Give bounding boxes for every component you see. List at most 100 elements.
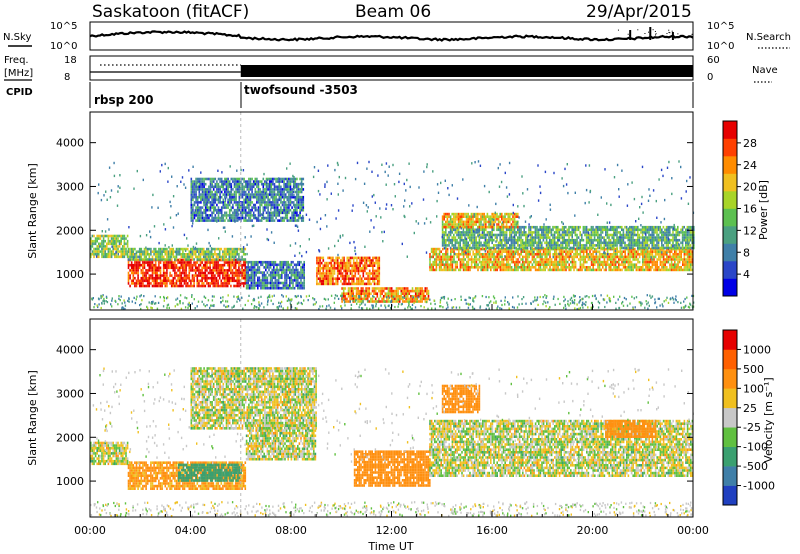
power-cell [265, 284, 267, 287]
power-cell [287, 273, 289, 277]
power-cell [265, 279, 267, 282]
power-cell [621, 268, 623, 272]
power-cell [488, 223, 490, 226]
power-cell [600, 268, 602, 272]
power-cell [443, 241, 445, 245]
power-cell [233, 276, 235, 280]
power-cell [552, 263, 554, 266]
power-cell [132, 258, 135, 261]
power-cell [691, 260, 694, 264]
power-cell [501, 228, 503, 232]
power-cell [489, 218, 492, 221]
power-cell [196, 177, 199, 181]
power-cell [367, 280, 369, 283]
power-cell [202, 266, 205, 270]
power-cell [127, 250, 130, 253]
power-cell [582, 266, 585, 269]
power-cell [252, 260, 254, 264]
power-cell [634, 255, 636, 259]
power-cell [502, 236, 505, 239]
power-cell [271, 279, 273, 282]
power-cell [464, 244, 466, 247]
power-cell [212, 263, 215, 267]
power-cell [154, 279, 157, 283]
power-cell [358, 300, 361, 303]
power-cell [320, 256, 323, 260]
power-cell [316, 272, 318, 275]
power-cell [387, 295, 390, 298]
power-cell [104, 252, 106, 256]
power-cell [355, 289, 358, 293]
power-cell [467, 255, 470, 259]
power-cell [499, 228, 501, 232]
power-cell [279, 263, 281, 267]
power-cell [90, 237, 92, 240]
power-cell [691, 255, 694, 259]
power-cell [456, 212, 458, 216]
power-cell [443, 223, 445, 226]
power-cell [600, 228, 602, 232]
noise-search-point [677, 33, 679, 35]
power-cell [230, 253, 232, 256]
power-cell [570, 260, 572, 264]
power-cell [666, 253, 668, 256]
power-cell [284, 286, 286, 290]
power-cell [643, 238, 645, 242]
power-cell [252, 286, 254, 290]
power-cell [448, 233, 450, 237]
power-cell [274, 263, 277, 267]
power-cell [244, 282, 247, 285]
power-cell [269, 284, 272, 287]
power-cell [134, 247, 136, 251]
power-cell [233, 258, 235, 261]
power-cell [279, 281, 281, 285]
power-cell [618, 263, 620, 266]
power-cell [605, 225, 607, 229]
power-cell [677, 266, 679, 269]
power-cell [690, 258, 692, 261]
power-cell [659, 228, 661, 232]
power-cell [485, 241, 487, 245]
power-cell [563, 238, 565, 242]
power-cell [531, 263, 534, 266]
power-cell [686, 266, 689, 269]
power-cell [186, 263, 189, 267]
power-cell [643, 228, 645, 232]
power-cell [571, 228, 573, 232]
power-cell [462, 212, 465, 216]
power-cell [506, 253, 508, 256]
power-cell [207, 271, 210, 275]
power-cell [375, 259, 377, 262]
power-cell [606, 263, 609, 266]
power-cell [349, 269, 352, 273]
power-cell [341, 300, 343, 303]
power-cell [646, 244, 649, 247]
power-cell [138, 266, 141, 270]
power-cell [164, 261, 167, 264]
power-cell [648, 253, 650, 256]
power-cell [480, 228, 482, 232]
power-cell [372, 261, 374, 265]
power-cell [518, 255, 521, 259]
power-cell [501, 231, 503, 234]
power-cell [330, 269, 333, 273]
power-cell [566, 246, 569, 250]
power-cell [231, 271, 234, 275]
power-cell [281, 271, 283, 274]
power-cell [166, 284, 168, 288]
power-cell [584, 246, 586, 250]
power-cell [662, 233, 665, 237]
power-cell [196, 185, 199, 189]
power-cell [156, 266, 159, 270]
power-cell [688, 231, 690, 234]
power-cell [669, 225, 671, 229]
power-cell [465, 215, 468, 218]
power-cell [585, 233, 588, 237]
power-cell [683, 253, 686, 256]
power-cell [592, 253, 594, 256]
power-cell [544, 236, 546, 239]
power-cell [349, 256, 352, 260]
power-cell [295, 279, 297, 282]
power-cell [274, 284, 277, 287]
power-cell [295, 268, 297, 272]
